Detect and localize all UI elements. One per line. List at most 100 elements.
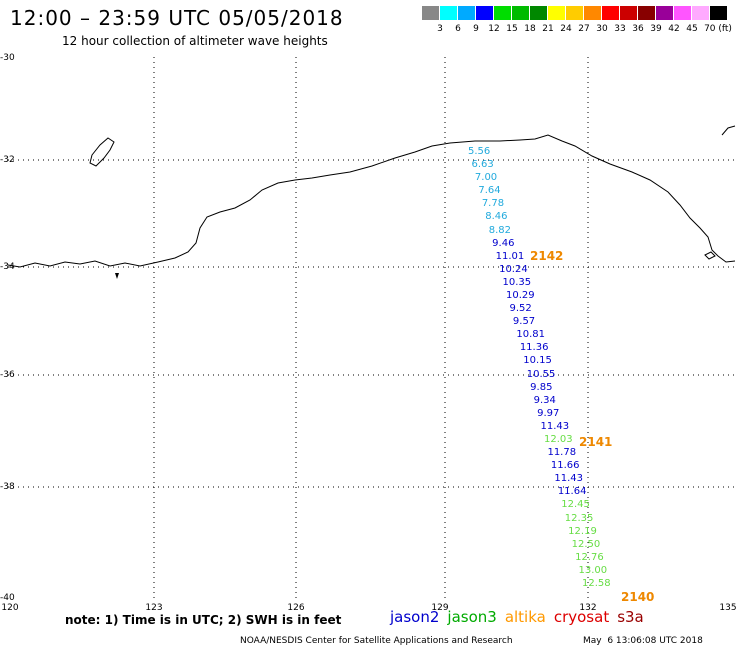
cape-marker bbox=[115, 273, 119, 279]
color-scale-swatch bbox=[566, 6, 583, 20]
wave-height-value: 11.43 bbox=[554, 473, 583, 485]
note-text: note: 1) Time is in UTC; 2) SWH is in fe… bbox=[65, 613, 342, 627]
x-tick-label: 120 bbox=[1, 603, 19, 613]
australia-south-coast bbox=[7, 134, 736, 268]
gridlines bbox=[8, 57, 735, 598]
wave-height-value: 9.46 bbox=[492, 237, 515, 249]
legend-entry-jason2: jason2 bbox=[390, 608, 440, 626]
color-scale-label: 27 bbox=[578, 24, 590, 34]
legend-entry-cryosat: cryosat bbox=[553, 608, 610, 626]
color-scale-label: 3 bbox=[437, 24, 443, 34]
color-scale-swatch bbox=[710, 6, 727, 20]
time-label: 2141 bbox=[579, 435, 613, 449]
page-title: 12:00 – 23:59 UTC 05/05/2018 bbox=[10, 6, 344, 30]
color-scale-label: 42 bbox=[668, 24, 680, 34]
wave-height-value: 11.43 bbox=[540, 420, 570, 432]
color-scale-swatch bbox=[476, 6, 493, 20]
wave-height-value: 7.00 bbox=[474, 172, 498, 184]
wave-height-value: 8.82 bbox=[488, 224, 511, 236]
color-scale-swatch bbox=[692, 6, 709, 20]
color-scale-swatch bbox=[548, 6, 565, 20]
wave-height-value: 7.64 bbox=[478, 185, 501, 197]
wave-height-value: 12.76 bbox=[575, 551, 604, 563]
color-scale-label: 12 bbox=[488, 24, 500, 34]
wave-height-value: 7.78 bbox=[481, 198, 505, 210]
wave-height-value: 12.50 bbox=[571, 538, 601, 550]
color-scale-swatch bbox=[656, 6, 673, 20]
wave-height-value: 12.03 bbox=[544, 434, 573, 445]
wave-height-value: 12.58 bbox=[582, 578, 611, 589]
y-tick-label: -34 bbox=[0, 262, 15, 272]
color-scale-swatch bbox=[530, 6, 547, 20]
legend-entry-jason3: jason3 bbox=[447, 608, 497, 626]
color-scale-swatch bbox=[674, 6, 691, 20]
page-subtitle: 12 hour collection of altimeter wave hei… bbox=[62, 34, 328, 48]
x-tick-label: 135 bbox=[719, 603, 737, 613]
color-scale-label: 45 bbox=[686, 24, 698, 34]
color-scale-label: 18 bbox=[524, 24, 536, 34]
wave-height-value: 9.97 bbox=[537, 407, 560, 419]
wave-height-value: 12.35 bbox=[564, 512, 594, 524]
wave-height-value: 9.34 bbox=[533, 394, 556, 406]
wave-height-value: 10.29 bbox=[506, 290, 535, 301]
satellite-legend: jason2 jason3 altika cryosat s3a bbox=[390, 608, 652, 626]
legend-entry-altika: altika bbox=[504, 608, 546, 626]
color-scale-swatch bbox=[584, 6, 601, 20]
time-label: 2142 bbox=[530, 249, 564, 263]
coastline bbox=[7, 125, 736, 268]
x-tick-label: 126 bbox=[287, 603, 305, 613]
y-tick-label: -38 bbox=[0, 482, 15, 492]
wave-height-value: 12.45 bbox=[561, 499, 590, 511]
wave-height-value: 10.24 bbox=[499, 263, 528, 275]
wave-height-value: 13.00 bbox=[578, 564, 608, 576]
color-scale-swatch bbox=[494, 6, 511, 20]
y-tick-label: -36 bbox=[0, 370, 15, 380]
eyre-peninsula-tip bbox=[721, 125, 736, 136]
color-scale-swatch bbox=[440, 6, 457, 20]
time-label: 2140 bbox=[621, 590, 655, 604]
y-tick-label: -32 bbox=[0, 155, 15, 165]
color-scale-label: 70 (ft) bbox=[704, 24, 732, 34]
color-scale-swatch bbox=[620, 6, 637, 20]
kangaroo-island-edge bbox=[704, 251, 716, 260]
y-tick-label: -40 bbox=[0, 593, 15, 603]
legend-entry-s3a: s3a bbox=[617, 608, 644, 626]
color-scale-label: 9 bbox=[473, 24, 479, 34]
color-scale-swatch bbox=[512, 6, 529, 20]
color-scale-swatch bbox=[602, 6, 619, 20]
generated-timestamp: May 6 13:06:08 UTC 2018 bbox=[583, 636, 703, 646]
color-scale-label: 30 bbox=[596, 24, 608, 34]
wave-height-value: 9.52 bbox=[509, 303, 532, 315]
x-tick-label: 132 bbox=[579, 603, 597, 613]
color-scale-label: 21 bbox=[542, 24, 554, 34]
color-scale-label: 33 bbox=[614, 24, 626, 34]
wave-height-value: 10.15 bbox=[523, 355, 552, 367]
color-scale-label: 6 bbox=[455, 24, 461, 34]
wave-height-value: 11.36 bbox=[519, 342, 549, 354]
wave-height-value: 11.66 bbox=[550, 460, 580, 472]
wave-height-value: 9.57 bbox=[512, 316, 536, 328]
y-tick-label: -30 bbox=[0, 53, 15, 63]
wave-height-value: 11.64 bbox=[557, 486, 587, 498]
color-scale-label: 24 bbox=[560, 24, 572, 34]
wave-height-value: 10.81 bbox=[516, 329, 545, 341]
wave-height-value: 11.01 bbox=[495, 250, 525, 262]
color-scale-swatch bbox=[458, 6, 475, 20]
color-scale-swatch bbox=[638, 6, 655, 20]
wave-height-value: 6.63 bbox=[471, 159, 494, 171]
barrow-island bbox=[89, 137, 115, 167]
wave-height-value: 8.46 bbox=[485, 211, 508, 223]
wave-height-value: 10.55 bbox=[526, 368, 556, 380]
color-scale-swatch bbox=[422, 6, 439, 20]
color-scale-label: 15 bbox=[506, 24, 518, 34]
wave-height-value: 11.78 bbox=[547, 447, 577, 459]
x-tick-label: 123 bbox=[145, 603, 163, 613]
wave-height-value: 5.56 bbox=[468, 146, 491, 157]
color-scale-label: 39 bbox=[650, 24, 662, 34]
wave-height-value: 12.19 bbox=[568, 525, 597, 537]
x-tick-label: 129 bbox=[431, 603, 449, 613]
wave-height-value: 9.85 bbox=[530, 381, 553, 393]
color-scale-label: 36 bbox=[632, 24, 644, 34]
wave-height-value: 10.35 bbox=[502, 276, 532, 288]
